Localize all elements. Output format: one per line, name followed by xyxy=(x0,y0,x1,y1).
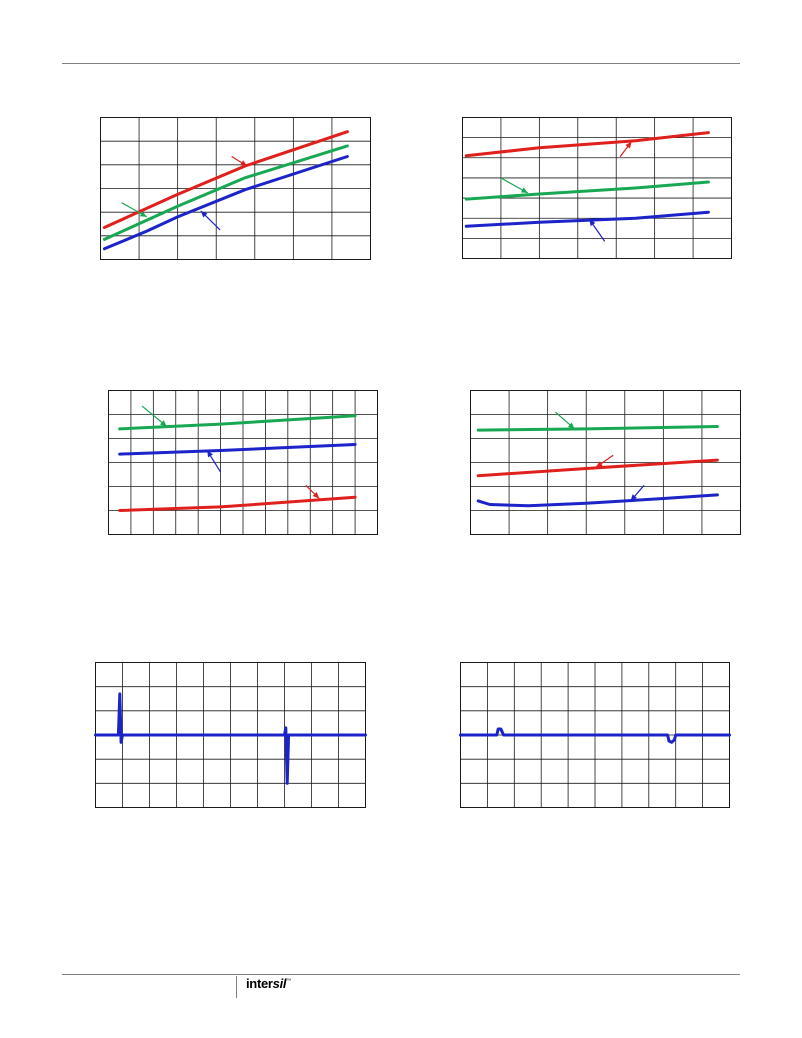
series-line-red xyxy=(118,495,357,512)
series-callout-arrowhead-blue xyxy=(589,219,596,227)
series-callout-arrowhead-green xyxy=(567,422,575,429)
series-line-blue xyxy=(102,155,349,251)
chart-6 xyxy=(459,662,731,808)
chart-3 xyxy=(108,390,378,535)
series-line-green xyxy=(102,144,349,241)
series-line-blue xyxy=(459,727,731,744)
footer-separator xyxy=(236,976,237,998)
series-line-green xyxy=(118,414,357,431)
series-callout-arrowhead-red xyxy=(312,491,320,499)
plot-grid xyxy=(100,117,371,260)
plot-grid xyxy=(462,117,732,259)
series-line-blue xyxy=(476,493,719,508)
series-callout-arrowhead-red xyxy=(240,160,248,167)
series-line-green xyxy=(464,180,710,201)
series-line-red xyxy=(102,130,349,229)
series-callout-arrowhead-green xyxy=(160,420,167,427)
series-callout-arrowhead-red xyxy=(625,141,632,149)
chart-2 xyxy=(462,117,732,259)
series-callout-arrowhead-blue xyxy=(200,210,208,218)
plot-frame xyxy=(462,117,732,259)
plot-frame xyxy=(100,117,371,260)
plot-grid xyxy=(470,390,741,535)
series-callout-arrowhead-blue xyxy=(630,494,637,501)
chart-1 xyxy=(100,117,371,260)
plot-frame xyxy=(470,390,741,535)
series-callout-arrowhead-green xyxy=(139,211,147,217)
plot-frame xyxy=(108,390,378,535)
series-callout-arrowhead-red xyxy=(595,461,603,468)
intersil-logo: intersil™ xyxy=(246,976,291,991)
chart-5 xyxy=(94,662,367,808)
series-line-red xyxy=(464,131,710,158)
series-callout-arrowhead-blue xyxy=(207,450,213,458)
series-callout-arrowhead-green xyxy=(520,187,528,194)
series-line-blue xyxy=(94,692,367,785)
series-line-green xyxy=(476,425,719,432)
series-line-red xyxy=(476,458,719,478)
series-line-blue xyxy=(464,210,710,228)
chart-4 xyxy=(470,390,741,535)
series-line-blue xyxy=(118,443,357,456)
header-rule xyxy=(62,63,740,64)
footer-rule xyxy=(62,974,740,975)
